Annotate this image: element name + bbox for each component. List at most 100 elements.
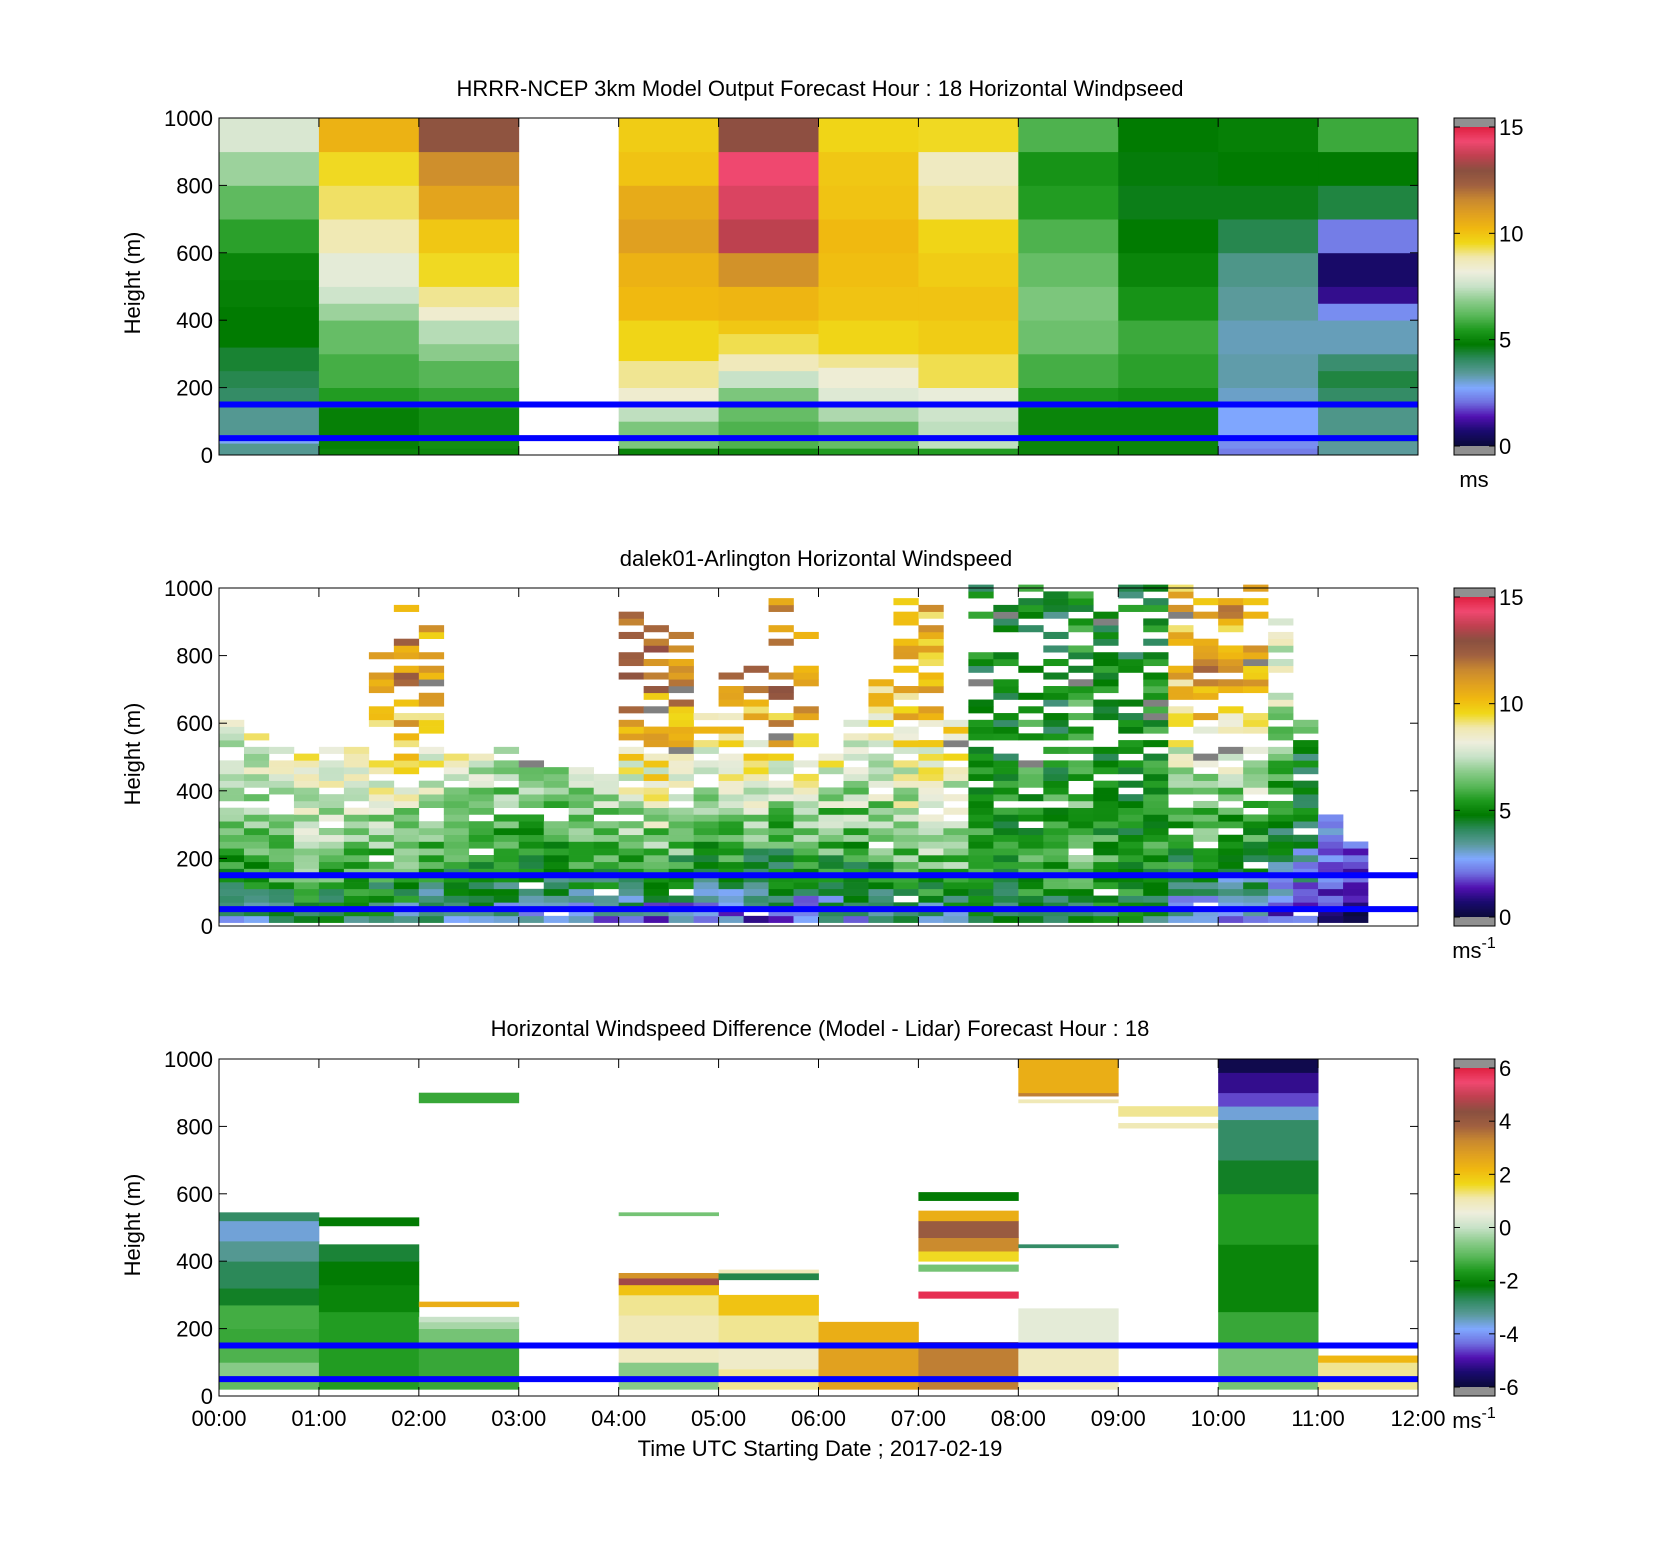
colorbar-swatch — [1454, 144, 1495, 147]
lidar-cell — [618, 760, 644, 768]
lidar-cell — [1193, 692, 1219, 700]
lidar-cell — [1268, 841, 1294, 849]
colorbar-swatch — [1454, 259, 1495, 262]
difference-cell — [918, 1237, 1019, 1252]
lidar-cell — [968, 848, 994, 856]
lidar-cell — [518, 848, 545, 856]
lidar-cell — [618, 706, 644, 714]
lidar-cell — [918, 882, 944, 890]
lidar-cell — [1243, 658, 1269, 667]
lidar-cell — [1218, 814, 1244, 822]
lidar-cell — [793, 706, 819, 714]
colorbar-swatch — [1454, 441, 1495, 444]
lidar-cell — [293, 848, 320, 856]
lidar-cell — [743, 915, 769, 923]
colorbar-swatch — [1454, 784, 1495, 787]
lidar-cell — [219, 773, 245, 781]
colorbar-swatch — [1454, 798, 1495, 801]
lidar-cell — [943, 753, 969, 761]
lidar-cell — [1143, 604, 1169, 612]
lidar-cell — [343, 807, 370, 815]
lidar-cell — [468, 760, 495, 768]
lidar-cell — [643, 625, 669, 633]
lidar-cell — [643, 807, 669, 815]
lidar-cell — [518, 773, 545, 781]
colorbar-swatch — [1454, 152, 1495, 155]
lidar-cell — [643, 706, 669, 714]
colorbar-swatch — [1454, 1136, 1495, 1139]
lidar-cell — [718, 780, 744, 788]
lidar-cell — [243, 875, 270, 883]
colorbar-swatch — [1454, 1170, 1495, 1173]
lidar-cell — [718, 821, 744, 829]
colorbar-swatch — [1454, 640, 1495, 643]
lidar-cell — [1043, 767, 1069, 775]
colorbar-swatch — [1454, 335, 1495, 339]
lidar-cell — [768, 861, 794, 869]
lidar-cell — [1068, 902, 1094, 910]
lidar-cell — [1143, 679, 1169, 687]
lidar-cell — [1193, 861, 1219, 869]
colorbar-swatch — [1454, 178, 1495, 181]
lidar-cell — [1293, 841, 1319, 849]
x-tick-label: 00:00 — [191, 1406, 246, 1431]
lidar-cell — [868, 740, 894, 748]
lidar-cell — [1168, 604, 1194, 612]
lidar-cell — [743, 665, 769, 673]
lidar-cell — [993, 861, 1019, 869]
lidar-cell — [693, 895, 719, 903]
lidar-cell — [718, 760, 744, 768]
lidar-cell — [1043, 645, 1069, 653]
colorbar-swatch — [1454, 824, 1495, 827]
lidar-cell — [243, 780, 270, 788]
lidar-cell — [893, 638, 919, 646]
lidar-cell — [418, 915, 445, 923]
model-cell — [1118, 286, 1219, 321]
lidar-cell — [1043, 591, 1069, 599]
colorbar-swatch — [1454, 1281, 1495, 1284]
colorbar-swatch — [1454, 1186, 1495, 1189]
model-cell — [918, 404, 1019, 422]
lidar-cell — [943, 909, 969, 917]
colorbar-swatch — [1454, 412, 1495, 415]
colorbar-swatch — [1454, 154, 1495, 157]
colorbar-swatch — [1454, 886, 1495, 889]
lidar-cell — [1243, 773, 1269, 781]
lidar-cell — [393, 827, 420, 836]
colorbar-swatch — [1454, 853, 1495, 856]
colorbar-swatch — [1454, 761, 1495, 764]
colorbar-swatch — [1454, 182, 1495, 186]
colorbar-swatch — [1454, 168, 1495, 171]
lidar-cell — [718, 740, 744, 748]
lidar-cell — [893, 868, 919, 876]
lidar-cell — [618, 868, 644, 876]
lidar-cell — [1293, 719, 1319, 727]
lidar-cell — [1293, 753, 1319, 761]
lidar-cell — [1193, 821, 1219, 829]
y-tick-label: 200 — [176, 376, 213, 401]
colorbar-swatch — [1454, 787, 1495, 790]
lidar-cell — [968, 814, 994, 822]
lidar-cell — [818, 821, 844, 829]
lidar-cell — [793, 807, 819, 815]
lidar-cell — [893, 773, 919, 781]
colorbar-swatch — [1454, 316, 1495, 319]
colorbar-swatch — [1454, 1163, 1495, 1166]
lidar-cell — [1043, 611, 1069, 619]
lidar-cell — [618, 631, 644, 639]
lidar-cell — [219, 733, 245, 741]
lidar-cell — [1318, 895, 1344, 903]
colorbar-swatch — [1454, 1243, 1495, 1246]
lidar-cell — [268, 746, 295, 754]
colorbar-swatch — [1454, 136, 1495, 139]
lidar-cell — [443, 787, 470, 795]
colorbar-swatch — [1454, 141, 1495, 144]
lidar-cell — [1168, 882, 1194, 890]
lidar-cell — [393, 753, 420, 761]
lidar-cell — [768, 598, 794, 606]
colorbar-swatch — [1454, 205, 1495, 208]
lidar-cell — [1068, 855, 1094, 863]
colorbar-swatch — [1454, 752, 1495, 755]
colorbar-swatch — [1454, 1197, 1495, 1200]
lidar-cell — [1118, 740, 1144, 748]
